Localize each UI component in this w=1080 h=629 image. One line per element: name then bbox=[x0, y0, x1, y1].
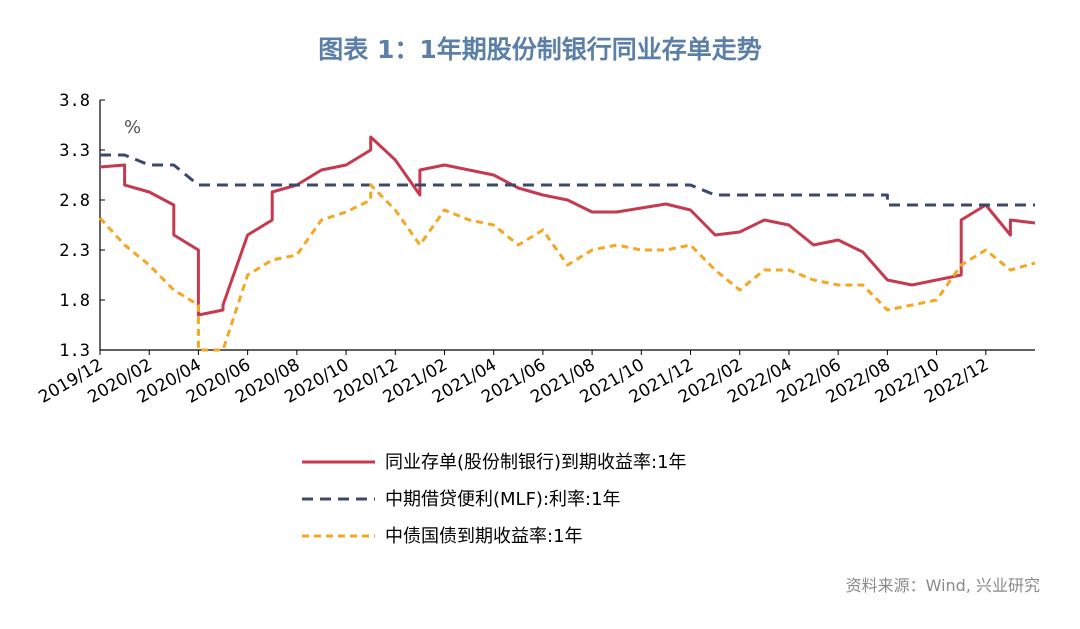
legend-label: 中期借贷便利(MLF):利率:1年 bbox=[385, 489, 621, 510]
y-tick-label: 1.8 bbox=[59, 291, 90, 311]
legend-label: 中债国债到期收益率:1年 bbox=[385, 526, 583, 547]
series-line-3 bbox=[98, 183, 1036, 352]
chart-title: 图表 1：1年期股份制银行同业存单走势 bbox=[318, 35, 762, 64]
series-line-2 bbox=[100, 153, 1035, 207]
y-tick-label: 1.3 bbox=[59, 341, 90, 361]
unit-label: % bbox=[124, 117, 141, 138]
y-tick-label: 3.8 bbox=[59, 91, 90, 111]
legend-label: 同业存单(股份制银行)到期收益率:1年 bbox=[385, 452, 687, 473]
x-axis: 2019/122020/022020/042020/062020/082020/… bbox=[35, 349, 1035, 408]
y-tick-label: 2.3 bbox=[59, 241, 90, 261]
y-axis: 3.8 3.3 2.8 2.3 1.8 1.3 bbox=[59, 91, 105, 361]
series-line-1 bbox=[99, 135, 1036, 317]
series-group bbox=[98, 135, 1036, 352]
source-note: 资料来源：Wind, 兴业研究 bbox=[845, 576, 1040, 595]
legend: 同业存单(股份制银行)到期收益率:1年中期借贷便利(MLF):利率:1年中债国债… bbox=[302, 452, 687, 547]
y-tick-label: 3.3 bbox=[59, 141, 90, 161]
y-tick-label: 2.8 bbox=[59, 191, 90, 211]
